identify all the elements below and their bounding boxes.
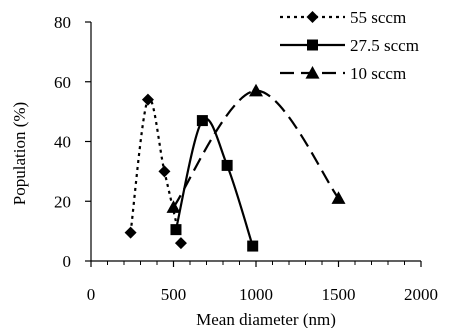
square-marker (170, 224, 182, 236)
triangle-marker (249, 83, 263, 97)
series-markers (124, 83, 346, 252)
square-marker (196, 115, 208, 127)
diamond-marker (124, 226, 137, 239)
x-tick-label: 0 (87, 285, 96, 304)
diamond-marker (141, 93, 154, 106)
triangle-marker (305, 66, 320, 79)
x-axis-label: Mean diameter (nm) (196, 310, 336, 328)
diamond-marker (306, 11, 319, 23)
triangle-marker (331, 191, 346, 204)
y-tick-label: 60 (54, 73, 71, 92)
y-tick-label: 20 (54, 192, 71, 211)
x-tick-label: 2000 (404, 285, 438, 304)
series-line-2 (172, 89, 340, 208)
legend: 55 sccm 27.5 sccm 10 sccm (280, 8, 419, 83)
square-marker (247, 240, 259, 252)
legend-label: 10 sccm (350, 64, 406, 83)
series-line-1 (174, 117, 254, 247)
y-tick-label: 80 (54, 13, 71, 32)
diamond-marker (174, 237, 187, 250)
y-tick-label: 40 (54, 133, 71, 152)
square-marker (307, 39, 318, 51)
ticks: 0 20 40 60 80 0 500 1000 1500 2000 (54, 13, 438, 304)
y-axis-label: Population (%) (10, 102, 29, 205)
diamond-marker (158, 165, 171, 178)
square-marker (221, 159, 233, 171)
x-tick-label: 1000 (239, 285, 273, 304)
series-line-0 (129, 97, 182, 244)
x-tick-label: 1500 (322, 285, 356, 304)
legend-label: 55 sccm (350, 8, 406, 27)
x-tick-label: 500 (161, 285, 187, 304)
y-tick-label: 0 (63, 252, 72, 271)
legend-label: 27.5 sccm (350, 36, 419, 55)
triangle-marker (166, 200, 181, 213)
